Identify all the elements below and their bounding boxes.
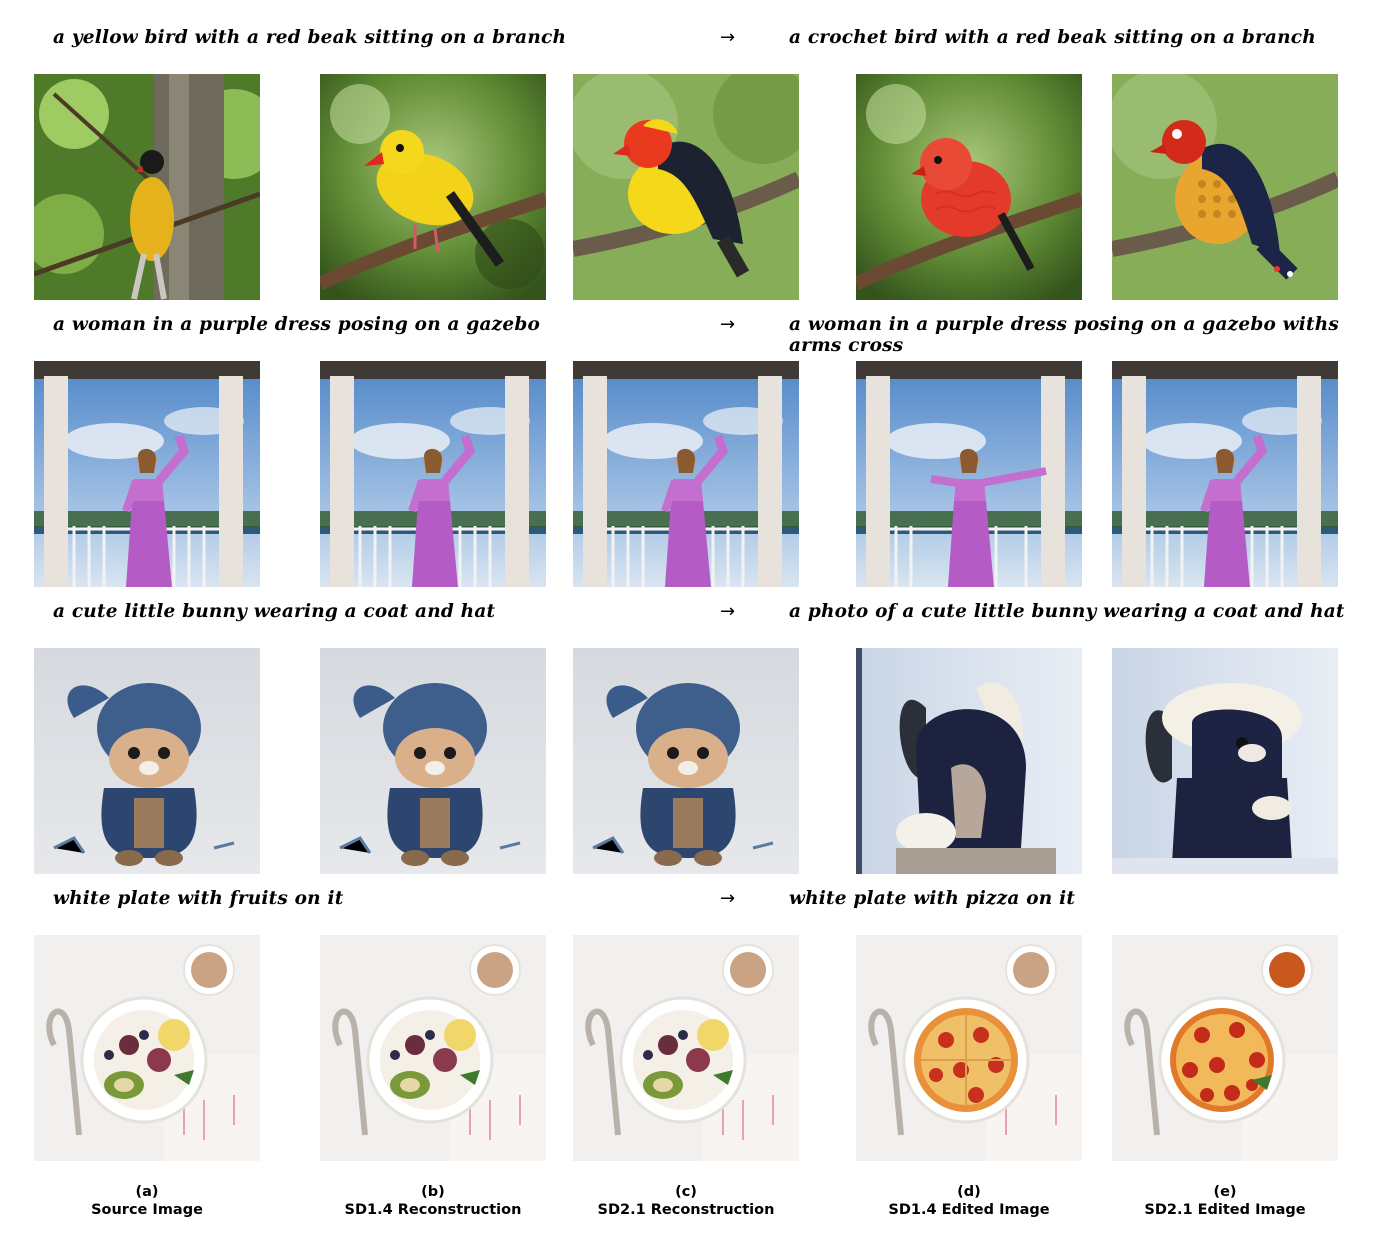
column-caption-b: (b) SD1.4 Reconstruction (313, 1183, 553, 1219)
image-row-1-sd21-edited (1112, 74, 1338, 300)
caption-letter: (c) (675, 1184, 697, 1200)
caption-label: SD1.4 Reconstruction (344, 1202, 522, 1218)
column-caption-c: (c) SD2.1 Reconstruction (566, 1183, 806, 1219)
image-row-2-source (34, 361, 260, 587)
image-row-4-sd21-reconstruction (573, 935, 799, 1161)
caption-label: SD2.1 Edited Image (1144, 1202, 1306, 1218)
caption-letter: (b) (421, 1184, 445, 1200)
arrow-icon: → (720, 314, 736, 335)
arrow-icon: → (720, 27, 736, 48)
image-row-2-sd14-reconstruction (320, 361, 546, 587)
image-row-1-source (34, 74, 260, 300)
image-row-3-sd21-reconstruction (573, 648, 799, 874)
caption-label: SD1.4 Edited Image (888, 1202, 1050, 1218)
source-prompt-row-2: a woman in a purple dress posing on a ga… (53, 314, 540, 335)
source-prompt-row-3: a cute little bunny wearing a coat and h… (53, 601, 496, 622)
source-prompt-row-4: white plate with fruits on it (53, 888, 344, 909)
image-row-1-sd14-edited (856, 74, 1082, 300)
caption-label: Source Image (91, 1202, 203, 1218)
image-row-2-sd21-reconstruction (573, 361, 799, 587)
column-caption-d: (d) SD1.4 Edited Image (849, 1183, 1089, 1219)
image-row-4-sd21-edited (1112, 935, 1338, 1161)
column-caption-a: (a) Source Image (27, 1183, 267, 1219)
image-row-4-sd14-edited (856, 935, 1082, 1161)
image-row-2-sd14-edited (856, 361, 1082, 587)
source-prompt-row-1: a yellow bird with a red beak sitting on… (53, 27, 567, 48)
target-prompt-row-3: a photo of a cute little bunny wearing a… (789, 601, 1345, 622)
caption-letter: (d) (957, 1184, 981, 1200)
caption-letter: (a) (135, 1184, 159, 1200)
arrow-icon: → (720, 888, 736, 909)
caption-label: SD2.1 Reconstruction (597, 1202, 775, 1218)
image-row-4-sd14-reconstruction (320, 935, 546, 1161)
image-row-2-sd21-edited (1112, 361, 1338, 587)
arrow-icon: → (720, 601, 736, 622)
image-row-4-source (34, 935, 260, 1161)
target-prompt-row-4: white plate with pizza on it (789, 888, 1076, 909)
column-caption-e: (e) SD2.1 Edited Image (1105, 1183, 1345, 1219)
target-prompt-row-2: a woman in a purple dress posing on a ga… (789, 314, 1340, 356)
image-row-1-sd21-reconstruction (573, 74, 799, 300)
image-row-3-source (34, 648, 260, 874)
target-prompt-row-1: a crochet bird with a red beak sitting o… (789, 27, 1316, 48)
image-row-3-sd14-reconstruction (320, 648, 546, 874)
image-row-3-sd21-edited (1112, 648, 1338, 874)
image-row-1-sd14-reconstruction (320, 74, 546, 300)
image-row-3-sd14-edited (856, 648, 1082, 874)
caption-letter: (e) (1213, 1184, 1237, 1200)
